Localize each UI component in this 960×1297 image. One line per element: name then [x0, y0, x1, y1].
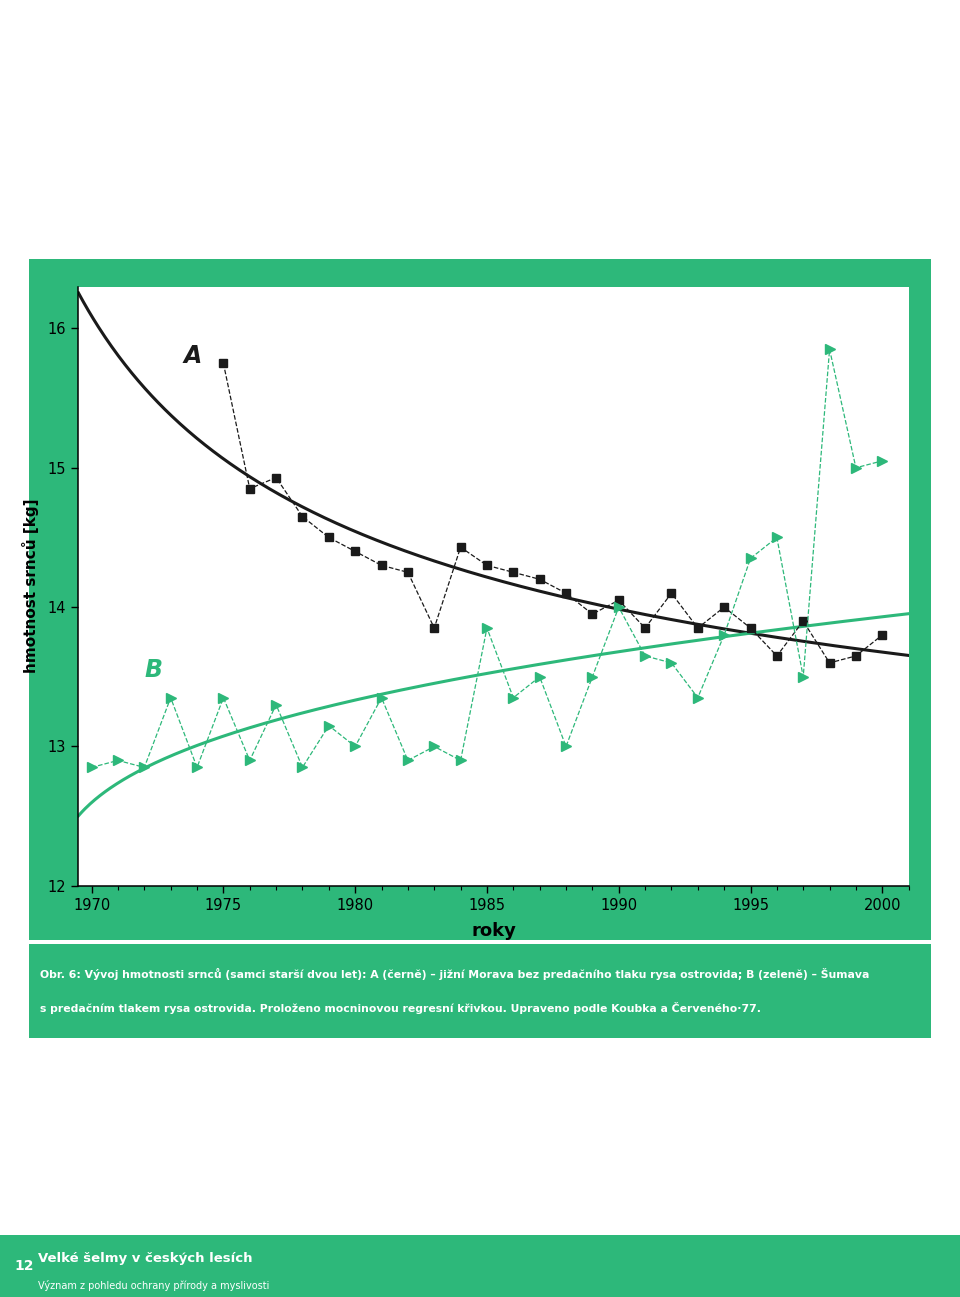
Text: A: A	[184, 344, 203, 368]
Text: Význam z pohledu ochrany přírody a myslivosti: Význam z pohledu ochrany přírody a mysli…	[38, 1280, 270, 1291]
X-axis label: roky: roky	[471, 922, 516, 940]
Text: B: B	[144, 658, 162, 682]
Text: s predačním tlakem rysa ostrovida. Proloženo mocninovou regresní křivkou. Uprave: s predačním tlakem rysa ostrovida. Prolo…	[39, 1003, 760, 1014]
Text: 12: 12	[14, 1259, 34, 1272]
Y-axis label: hmotnost srnců [kg]: hmotnost srnců [kg]	[22, 499, 39, 673]
Text: Velké šelmy v českých lesích: Velké šelmy v českých lesích	[38, 1252, 252, 1265]
Text: Obr. 6: Vývoj hmotnosti srnců (samci starší dvou let): A (černě) – jižní Morava : Obr. 6: Vývoj hmotnosti srnců (samci sta…	[39, 968, 869, 979]
